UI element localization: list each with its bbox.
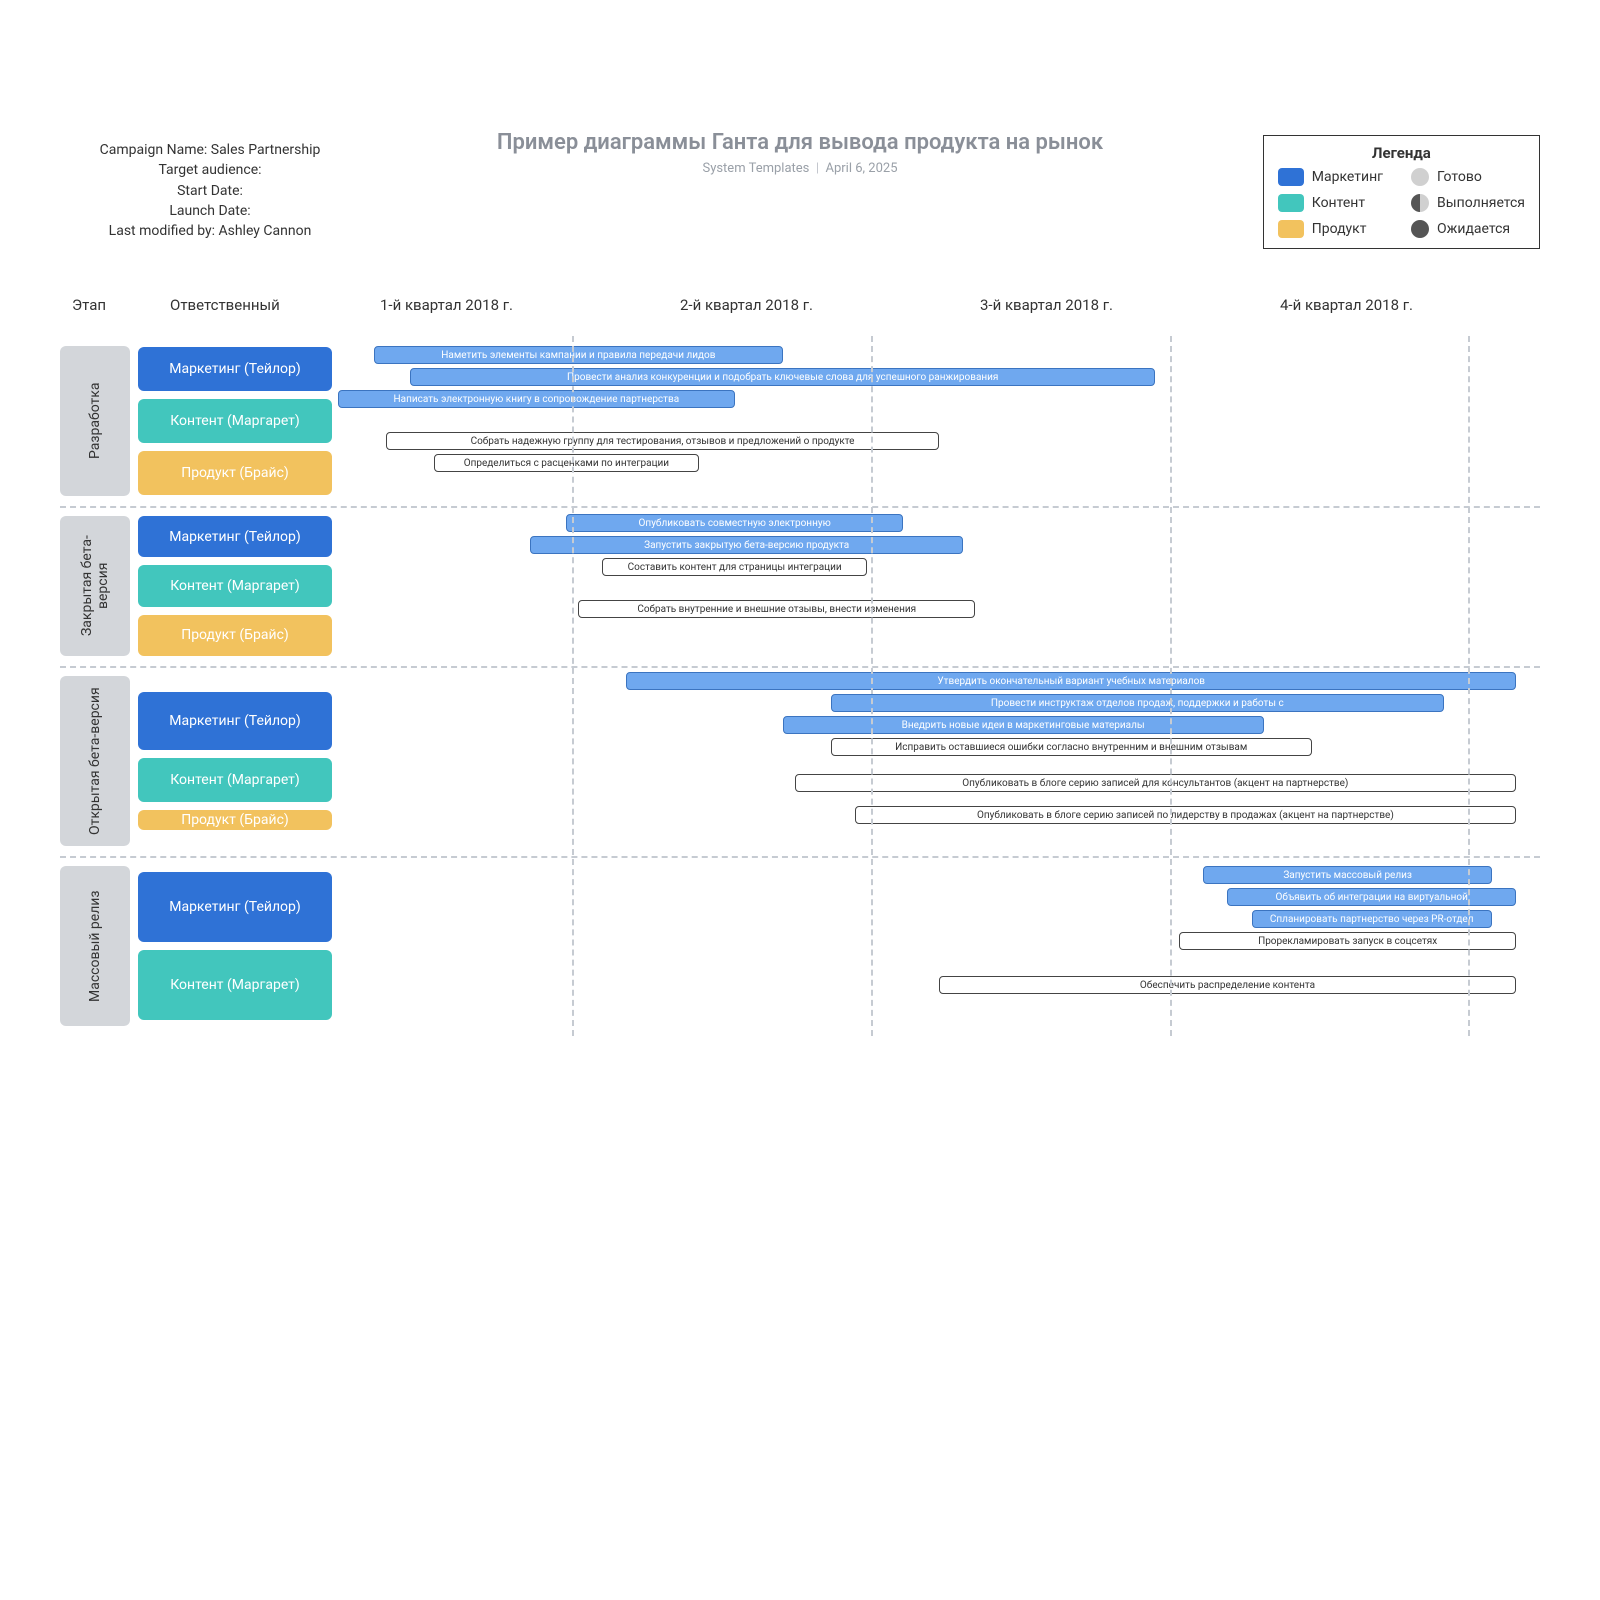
col-q3: 3-й квартал 2018 г. (980, 296, 1113, 314)
gantt-bar[interactable]: Собрать надежную группу для тестирования… (386, 432, 939, 450)
owners-column: Маркетинг (Тейлор) Контент (Маргарет) Прод… (138, 666, 338, 856)
phase-divider (60, 506, 1540, 508)
phase-divider (60, 666, 1540, 668)
legend-label: Маркетинг (1312, 169, 1383, 185)
owners-column: Маркетинг (Тейлор) Контент (Маргарет) Прод… (138, 336, 338, 506)
col-q1: 1-й квартал 2018 г. (380, 296, 513, 314)
swatch-content (1278, 194, 1304, 212)
phase-label: Разработка (60, 346, 130, 496)
owner-card: Продукт (Брайс) (138, 810, 332, 830)
column-headers: Этап Ответственный 1-й квартал 2018 г. 2… (60, 296, 1540, 336)
meta-line: Target audience: (60, 160, 360, 180)
meta-line: Launch Date: (60, 201, 360, 221)
legend-label: Продукт (1312, 221, 1367, 237)
dot-inprogress (1411, 194, 1429, 212)
phase-divider (60, 856, 1540, 858)
bars-area: Запустить массовый релиз Объявить об инте… (338, 856, 1540, 1036)
gantt-bar[interactable]: Утвердить окончательный вариант учебных … (626, 672, 1515, 690)
gantt-bar[interactable]: Прорекламировать запуск в соцсетях (1179, 932, 1516, 950)
legend-item-marketing: Маркетинг (1278, 168, 1383, 186)
bars-area: Утвердить окончательный вариант учебных … (338, 666, 1540, 856)
phase-row: РазработкаМаркетинг (Тейлор) Контент (Мар… (60, 336, 1540, 506)
legend-label: Готово (1437, 169, 1482, 185)
gantt-chart: Этап Ответственный 1-й квартал 2018 г. 2… (60, 296, 1540, 1036)
gantt-bar[interactable]: Провести анализ конкуренции и подобрать … (410, 368, 1155, 386)
owner-card: Маркетинг (Тейлор) (138, 872, 332, 942)
gantt-bar[interactable]: Исправить оставшиеся ошибки согласно вну… (831, 738, 1312, 756)
owner-card: Продукт (Брайс) (138, 615, 332, 656)
bars-area: Опубликовать совместную электронную Запус… (338, 506, 1540, 666)
gantt-bar[interactable]: Спланировать партнерство через PR-отдел (1252, 910, 1492, 928)
subtitle-sep: | (813, 161, 826, 176)
owner-card: Контент (Маргарет) (138, 758, 332, 802)
legend-label: Выполняется (1437, 195, 1525, 211)
gantt-bar[interactable]: Собрать внутренние и внешние отзывы, вне… (578, 600, 975, 618)
owner-card: Маркетинг (Тейлор) (138, 516, 332, 557)
legend-label: Ожидается (1437, 221, 1510, 237)
gantt-canvas: Пример диаграммы Ганта для вывода продук… (60, 130, 1540, 1036)
meta-line: Last modified by: Ashley Cannon (60, 221, 360, 241)
legend-item-content: Контент (1278, 194, 1383, 212)
swatch-product (1278, 220, 1304, 238)
col-q4: 4-й квартал 2018 г. (1280, 296, 1413, 314)
gantt-bar[interactable]: Наметить элементы кампании и правила пер… (374, 346, 783, 364)
swatch-marketing (1278, 168, 1304, 186)
meta-line: Start Date: (60, 181, 360, 201)
gantt-bar[interactable]: Запустить закрытую бета-версию продукта (530, 536, 963, 554)
subtitle-author: System Templates (702, 161, 809, 176)
gantt-bar[interactable]: Составить контент для страницы интеграци… (602, 558, 866, 576)
legend: Легенда Маркетинг Готово Контент Выполня… (1263, 135, 1540, 249)
gantt-bar[interactable]: Написать электронную книгу в сопровожден… (338, 390, 735, 408)
gantt-bar[interactable]: Определиться с расценками по интеграции (434, 454, 698, 472)
gantt-bar[interactable]: Провести инструктаж отделов продаж, подд… (831, 694, 1444, 712)
legend-item-inprogress: Выполняется (1411, 194, 1525, 212)
col-q2: 2-й квартал 2018 г. (680, 296, 813, 314)
phase-row: Открытая бета-версияМаркетинг (Тейлор) Ко… (60, 666, 1540, 856)
phase-label: Массовый релиз (60, 866, 130, 1026)
phase-label: Открытая бета-версия (60, 676, 130, 846)
owners-column: Маркетинг (Тейлор) Контент (Маргарет) (138, 856, 338, 1036)
gantt-bar[interactable]: Запустить массовый релиз (1203, 866, 1491, 884)
gantt-bar[interactable]: Внедрить новые идеи в маркетинговые мате… (783, 716, 1264, 734)
subtitle-date: April 6, 2025 (825, 161, 897, 176)
phase-label: Закрытая бета-версия (60, 516, 130, 656)
owners-column: Маркетинг (Тейлор) Контент (Маргарет) Прод… (138, 506, 338, 666)
phase-row: Закрытая бета-версияМаркетинг (Тейлор) Ко… (60, 506, 1540, 666)
campaign-meta: Campaign Name: Sales Partnership Target … (60, 140, 360, 241)
gantt-bar[interactable]: Объявить об интеграции на виртуальной (1227, 888, 1515, 906)
gantt-bar[interactable]: Опубликовать совместную электронную (566, 514, 903, 532)
col-stage: Этап (72, 296, 106, 314)
legend-title: Легенда (1278, 144, 1525, 162)
gantt-bar[interactable]: Опубликовать в блоге серию записей по ли… (855, 806, 1516, 824)
col-owner: Ответственный (170, 296, 280, 314)
legend-label: Контент (1312, 195, 1365, 211)
owner-card: Контент (Маргарет) (138, 399, 332, 443)
owner-card: Контент (Маргарет) (138, 950, 332, 1020)
dot-expected (1411, 220, 1429, 238)
owner-card: Маркетинг (Тейлор) (138, 692, 332, 750)
owner-card: Контент (Маргарет) (138, 565, 332, 606)
meta-line: Campaign Name: Sales Partnership (60, 140, 360, 160)
phase-row: Массовый релизМаркетинг (Тейлор) Контент … (60, 856, 1540, 1036)
bars-area: Наметить элементы кампании и правила пер… (338, 336, 1540, 506)
gantt-bar[interactable]: Обеспечить распределение контента (939, 976, 1516, 994)
legend-item-expected: Ожидается (1411, 220, 1525, 238)
owner-card: Маркетинг (Тейлор) (138, 347, 332, 391)
owner-card: Продукт (Брайс) (138, 451, 332, 495)
legend-item-done: Готово (1411, 168, 1525, 186)
gantt-bar[interactable]: Опубликовать в блоге серию записей для к… (795, 774, 1516, 792)
dot-done (1411, 168, 1429, 186)
legend-item-product: Продукт (1278, 220, 1383, 238)
